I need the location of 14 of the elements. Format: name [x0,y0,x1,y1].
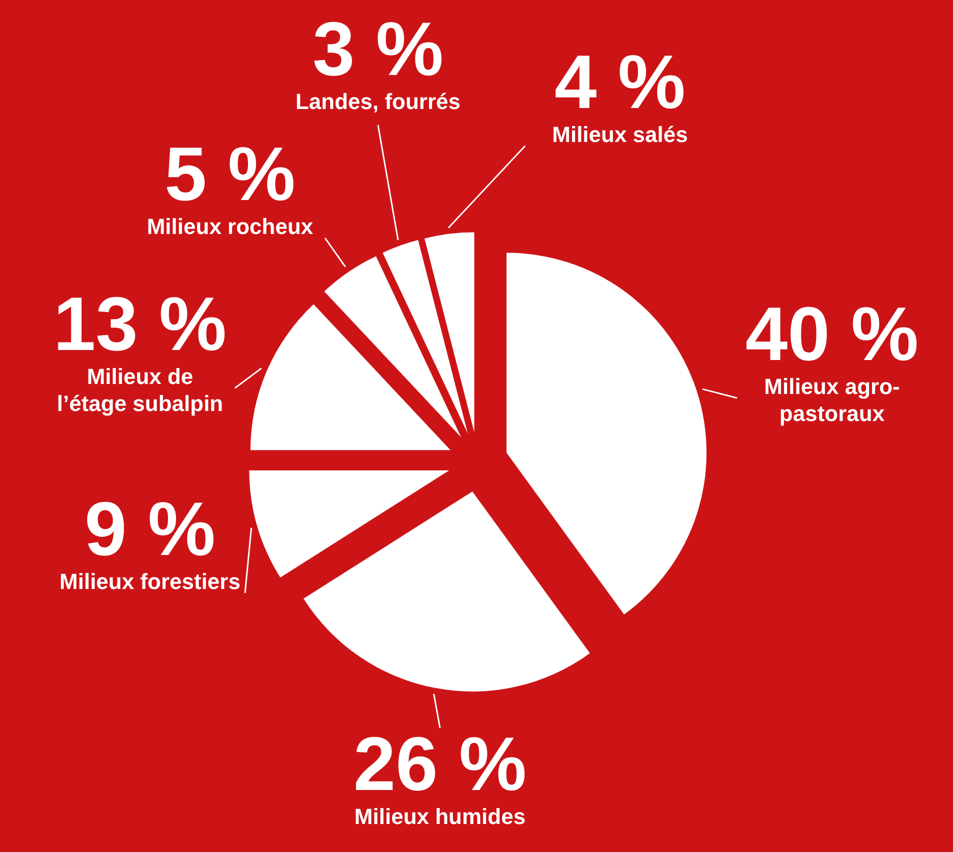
data-label: 4 % [554,40,686,125]
slice-label: Milieux de l’étage subalpin [56,364,224,416]
slice-label: Landes, fourrés [295,89,461,114]
slice-label: Milieux humides [354,804,526,829]
data-label: 3 % [312,7,444,92]
slice-label: Milieux agro-pastoraux [764,374,900,426]
data-label: 9 % [84,487,216,572]
data-label: 13 % [53,282,227,367]
data-label: 5 % [164,132,296,217]
data-label: 40 % [745,292,919,377]
data-label: 26 % [353,722,527,807]
slice-label: Milieux salés [552,122,688,147]
slice-label: Milieux forestiers [60,569,240,594]
slice-label: Milieux rocheux [146,214,314,239]
